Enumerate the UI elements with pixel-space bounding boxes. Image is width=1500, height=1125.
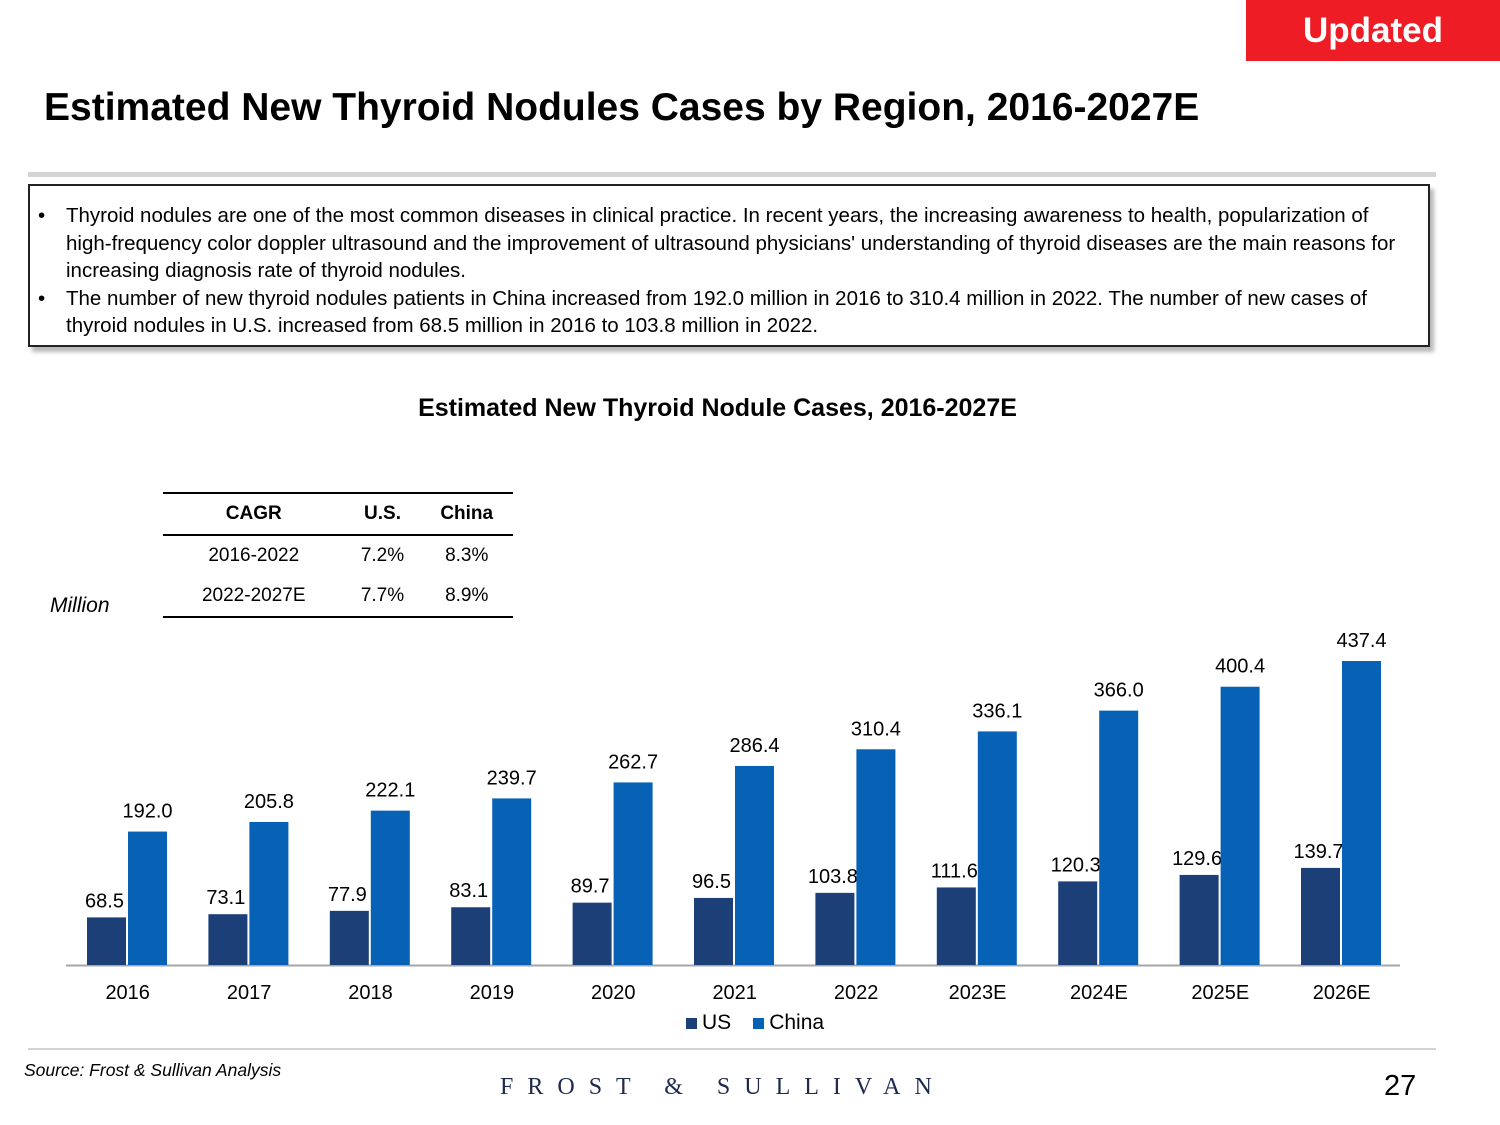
data-label-china-2025E: 400.4 <box>1215 656 1265 678</box>
bar-us-2016 <box>87 917 126 965</box>
x-tick-label-2023E: 2023E <box>949 982 1007 1004</box>
summary-bullet: Thyroid nodules are one of the most comm… <box>38 202 1410 285</box>
bar-us-2025E <box>1179 874 1219 965</box>
bar-us-2021 <box>694 897 733 965</box>
data-label-china-2019: 239.7 <box>487 767 537 789</box>
data-label-us-2018: 77.9 <box>328 884 367 906</box>
cagr-header-cell: U.S. <box>344 492 421 536</box>
legend-swatch-china <box>753 1017 765 1029</box>
source-note: Source: Frost & Sullivan Analysis <box>24 1060 282 1080</box>
data-label-us-2023E: 111.6 <box>931 860 978 882</box>
updated-badge: Updated <box>1246 0 1500 61</box>
bar-us-2020 <box>572 902 612 965</box>
bar-china-2022 <box>856 749 896 965</box>
bar-china-2016 <box>128 831 167 965</box>
bar-china-2023E <box>977 731 1017 965</box>
x-tick-label-2026E: 2026E <box>1313 982 1371 1004</box>
data-label-us-2020: 89.7 <box>571 876 610 898</box>
data-label-us-2019: 83.1 <box>449 880 488 902</box>
cagr-header-row: CAGR U.S. China <box>163 492 513 536</box>
bar-china-2026E <box>1342 661 1381 965</box>
bar-us-2023E <box>936 887 976 965</box>
x-tick-label-2020: 2020 <box>591 982 636 1004</box>
x-tick-label-2019: 2019 <box>470 982 515 1004</box>
cagr-row: 2016-2022 7.2% 8.3% <box>163 535 513 576</box>
bar-us-2024E <box>1058 881 1098 965</box>
page-title: Estimated New Thyroid Nodules Cases by R… <box>44 86 1200 129</box>
cagr-table: CAGR U.S. China 2016-2022 7.2% 8.3% 2022… <box>163 492 513 618</box>
data-label-us-2022: 103.8 <box>808 866 858 888</box>
data-label-china-2021: 286.4 <box>729 735 779 757</box>
summary-bullet: The number of new thyroid nodules patien… <box>38 285 1410 340</box>
bar-china-2020 <box>613 782 653 965</box>
bar-china-2018 <box>370 810 410 965</box>
x-tick-label-2021: 2021 <box>712 982 757 1004</box>
data-label-china-2022: 310.4 <box>851 718 901 740</box>
data-label-china-2024E: 366.0 <box>1094 680 1144 702</box>
bar-us-2017 <box>208 914 248 965</box>
legend-label-china: China <box>769 1011 825 1034</box>
bar-china-2017 <box>249 821 289 965</box>
data-label-us-2025E: 129.6 <box>1172 848 1222 870</box>
x-tick-label-2018: 2018 <box>348 982 393 1004</box>
bar-china-2025E <box>1220 686 1260 965</box>
cagr-row: 2022-2027E 7.7% 8.9% <box>163 576 513 618</box>
footer-divider <box>28 1048 1436 1050</box>
x-tick-label-2024E: 2024E <box>1070 982 1128 1004</box>
data-label-china-2020: 262.7 <box>608 751 658 773</box>
bar-china-2019 <box>492 798 532 965</box>
page-number: 27 <box>1384 1070 1417 1102</box>
cagr-header-cell: China <box>420 492 513 536</box>
x-tick-label-2022: 2022 <box>834 982 879 1004</box>
data-label-us-2024E: 120.3 <box>1051 854 1101 876</box>
chart-title: Estimated New Thyroid Nodule Cases, 2016… <box>418 394 1017 422</box>
bar-us-2018 <box>329 910 369 965</box>
data-label-china-2017: 205.8 <box>244 791 294 813</box>
x-tick-label-2016: 2016 <box>105 982 150 1004</box>
data-label-china-2018: 222.1 <box>365 780 415 802</box>
title-divider <box>28 172 1436 177</box>
bar-us-2022 <box>815 892 855 965</box>
cagr-cell: 7.2% <box>360 545 405 566</box>
cagr-cell: 2016-2022 <box>208 545 300 566</box>
bar-china-2024E <box>1099 710 1139 965</box>
legend-item-china: China <box>753 1011 824 1035</box>
cagr-cell: 7.7% <box>344 576 421 618</box>
data-label-china-2026E: 437.4 <box>1336 630 1386 652</box>
data-label-us-2021: 96.5 <box>692 871 731 893</box>
cagr-header-cell: CAGR <box>163 492 345 536</box>
data-label-us-2026E: 139.7 <box>1293 841 1343 863</box>
data-label-us-2016: 68.5 <box>85 890 124 912</box>
chart-legend: US China <box>686 1011 846 1035</box>
cagr-cell: 8.3% <box>445 545 489 566</box>
legend-swatch-us <box>686 1017 697 1029</box>
bar-china-2021 <box>735 765 774 965</box>
data-label-china-2016: 192.0 <box>122 801 172 823</box>
bar-us-2019 <box>451 907 491 965</box>
summary-list: Thyroid nodules are one of the most comm… <box>30 186 1428 340</box>
legend-label-us: US <box>702 1011 732 1034</box>
bar-us-2026E <box>1301 867 1340 965</box>
brand-logo: FROST & SULLIVAN <box>500 1074 946 1100</box>
legend-item-us: US <box>686 1011 731 1035</box>
summary-box: Thyroid nodules are one of the most comm… <box>28 184 1430 347</box>
x-tick-label-2025E: 2025E <box>1191 982 1249 1004</box>
unit-label: Million <box>50 594 110 617</box>
data-label-us-2017: 73.1 <box>206 887 245 909</box>
x-tick-label-2017: 2017 <box>227 982 272 1004</box>
data-label-china-2023E: 336.1 <box>972 700 1022 722</box>
cagr-cell: 8.9% <box>420 576 513 618</box>
cagr-cell: 2022-2027E <box>163 576 345 618</box>
